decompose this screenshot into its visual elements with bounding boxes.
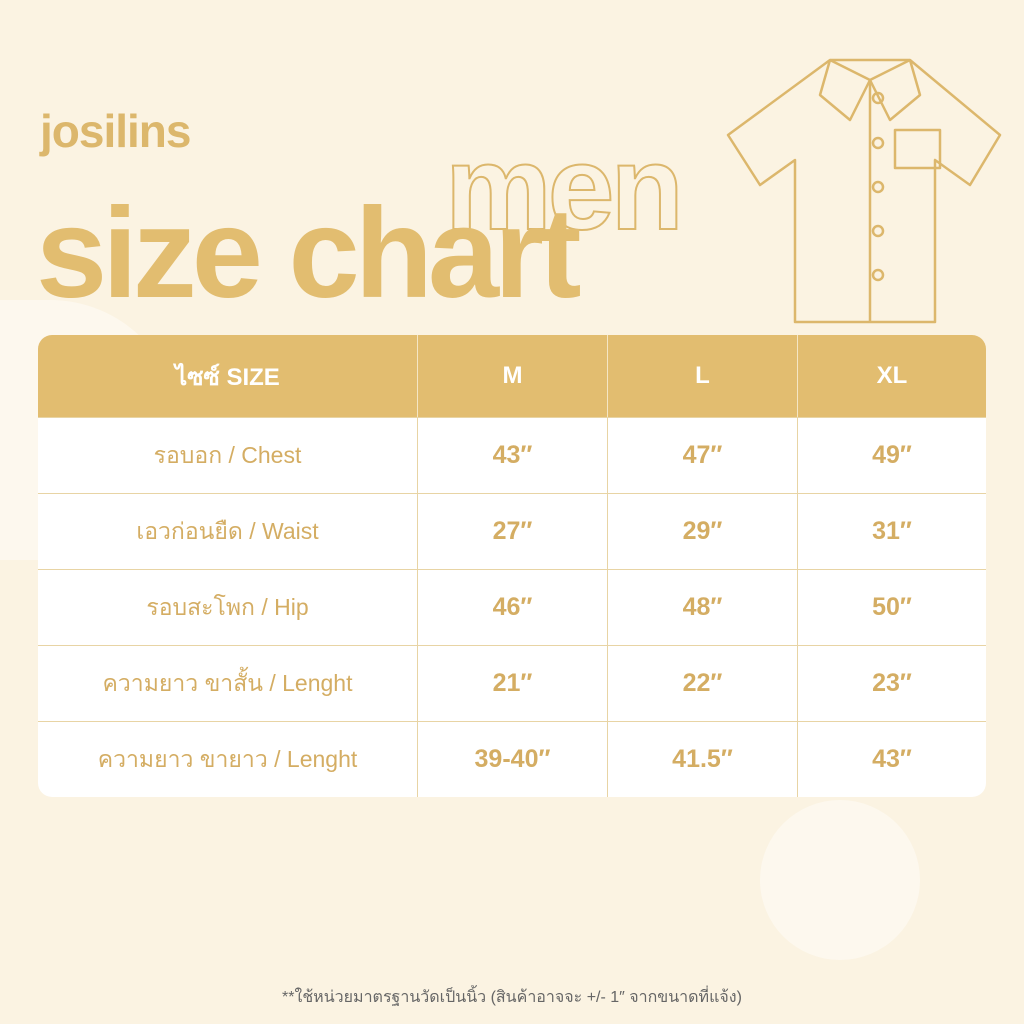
size-value: 22″ bbox=[607, 646, 797, 721]
table-row: รอบอก / Chest 43″ 47″ 49″ bbox=[38, 417, 986, 493]
size-value: 41.5″ bbox=[607, 722, 797, 797]
size-value: 48″ bbox=[607, 570, 797, 645]
size-value: 21″ bbox=[417, 646, 607, 721]
size-value: 50″ bbox=[797, 570, 986, 645]
size-table: ไซซ์ SIZE M L XL รอบอก / Chest 43″ 47″ 49″ เ… bbox=[38, 335, 986, 797]
size-value: 47″ bbox=[607, 418, 797, 493]
background-shape bbox=[760, 800, 920, 960]
page-title: size chart bbox=[36, 182, 581, 325]
size-value: 27″ bbox=[417, 494, 607, 569]
size-value: 43″ bbox=[417, 418, 607, 493]
table-header-row: ไซซ์ SIZE M L XL bbox=[38, 335, 986, 417]
header-size: ไซซ์ SIZE bbox=[175, 363, 280, 391]
row-label: รอบอก / Chest bbox=[153, 441, 302, 468]
shirt-icon bbox=[726, 58, 1002, 324]
title-outline: men bbox=[444, 121, 685, 255]
size-value: 39-40″ bbox=[417, 722, 607, 797]
size-value: 49″ bbox=[797, 418, 986, 493]
size-value: 43″ bbox=[797, 722, 986, 797]
size-value: 31″ bbox=[797, 494, 986, 569]
header-xl: XL bbox=[797, 335, 986, 417]
row-label: เอวก่อนยืด / Waist bbox=[136, 517, 319, 544]
table-row: รอบสะโพก / Hip 46″ 48″ 50″ bbox=[38, 569, 986, 645]
size-value: 29″ bbox=[607, 494, 797, 569]
footnote: **ใช้หน่วยมาตรฐานวัดเป็นนิ้ว (สินค้าอาจจ… bbox=[282, 989, 742, 1006]
header-m: M bbox=[417, 335, 607, 417]
table-row: ความยาว ขาสั้น / Lenght 21″ 22″ 23″ bbox=[38, 645, 986, 721]
row-label: ความยาว ขาสั้น / Lenght bbox=[102, 669, 353, 696]
header-l: L bbox=[607, 335, 797, 417]
table-row: ความยาว ขายาว / Lenght 39-40″ 41.5″ 43″ bbox=[38, 721, 986, 797]
brand-logo: josilins bbox=[40, 105, 191, 157]
table-row: เอวก่อนยืด / Waist 27″ 29″ 31″ bbox=[38, 493, 986, 569]
row-label: ความยาว ขายาว / Lenght bbox=[97, 745, 358, 772]
row-label: รอบสะโพก / Hip bbox=[146, 593, 309, 620]
size-value: 46″ bbox=[417, 570, 607, 645]
size-value: 23″ bbox=[797, 646, 986, 721]
